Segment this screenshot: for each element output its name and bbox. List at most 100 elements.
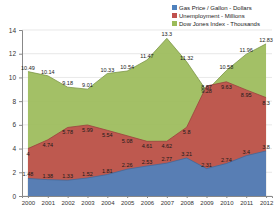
tick-mark — [28, 196, 29, 198]
grid — [22, 30, 272, 196]
tick: 2007 — [161, 196, 175, 206]
tick: 2005 — [121, 196, 135, 206]
tick: 2003 — [81, 196, 95, 206]
data-label: 5.08 — [122, 138, 133, 144]
legend-item: Unemployment - Millions — [172, 13, 245, 19]
area-edge — [28, 151, 266, 180]
tick-mark — [19, 196, 22, 197]
data-label: 9.01 — [82, 82, 93, 88]
tick-label: 2000 — [22, 200, 36, 206]
x-axis: 2000200120022003200420052006200720082009… — [22, 196, 274, 206]
data-label: 12.83 — [259, 37, 273, 43]
tick-mark — [226, 196, 227, 198]
tick-label: 2012 — [260, 200, 274, 206]
data-label: 10.54 — [120, 64, 134, 70]
tick-label: 2005 — [121, 200, 135, 206]
data-label: 13.3 — [161, 31, 172, 37]
tick-label: 0 — [12, 193, 16, 200]
tick: 10 — [9, 74, 22, 81]
tick-label: 10 — [9, 74, 17, 81]
tick-label: 2007 — [161, 200, 175, 206]
data-label: 11.32 — [180, 55, 193, 61]
data-label: 3.21 — [181, 151, 192, 157]
data-label: 8.95 — [241, 92, 252, 98]
tick-mark — [246, 196, 247, 198]
data-label: 1.52 — [82, 171, 93, 177]
data-label: 5.99 — [82, 127, 93, 133]
data-label: 1.48 — [23, 171, 34, 177]
tick-label: 2010 — [220, 200, 234, 206]
data-label: 1.33 — [62, 173, 73, 179]
data-label: 3.4 — [242, 149, 250, 155]
tick-mark — [207, 196, 208, 198]
data-label: 5.54 — [102, 132, 113, 138]
data-label: 10.14 — [41, 69, 55, 75]
tick-label: 6 — [12, 121, 16, 128]
data-label: 2.26 — [122, 162, 133, 168]
tick-mark — [19, 101, 22, 102]
tick: 2010 — [220, 196, 234, 206]
tick-mark — [127, 196, 128, 198]
legend-label: Gas Price / Gallon - Dollars — [179, 5, 252, 11]
data-label: 11.47 — [140, 53, 153, 59]
tick-label: 4 — [12, 145, 16, 152]
data-label: 2.31 — [201, 162, 212, 168]
data-label: 4.62 — [161, 143, 172, 149]
tick: 2011 — [240, 196, 254, 206]
grid-line — [22, 30, 272, 31]
tick-label: 2008 — [181, 200, 195, 206]
tick: 2004 — [101, 196, 115, 206]
data-label: 4.61 — [142, 143, 153, 149]
tick-mark — [48, 196, 49, 198]
legend-item: Dow Jones Index - Thousands — [172, 21, 260, 27]
data-label: 4.74 — [42, 142, 53, 148]
data-label: 10.58 — [219, 64, 233, 70]
tick-label: 2003 — [81, 200, 95, 206]
data-label: 5.78 — [62, 129, 73, 135]
tick: 6 — [12, 121, 22, 128]
data-label: 5.8 — [183, 129, 191, 135]
tick-label: 2002 — [61, 200, 75, 206]
plot-area — [28, 38, 266, 196]
legend-swatch — [172, 5, 177, 10]
tick: 2006 — [141, 196, 155, 206]
data-label: 2.53 — [142, 159, 153, 165]
data-label: 3.8 — [262, 144, 270, 150]
tick: 2000 — [22, 196, 36, 206]
tick-label: 14 — [9, 27, 17, 34]
data-label: 10.33 — [100, 67, 114, 73]
data-label: 10.49 — [21, 65, 35, 71]
tick-label: 2 — [12, 169, 16, 176]
tick-mark — [266, 196, 267, 198]
data-label: 1.38 — [42, 173, 53, 179]
data-label: 9.18 — [62, 80, 73, 86]
tick: 12 — [9, 50, 22, 57]
legend: Gas Price / Gallon - Dollars Unemployment… — [172, 5, 260, 27]
legend-swatch — [172, 13, 177, 18]
data-label: 11.96 — [240, 47, 253, 53]
tick-label: 12 — [9, 50, 17, 57]
tick-mark — [87, 196, 88, 198]
legend-label: Dow Jones Index - Thousands — [179, 21, 260, 27]
tick-label: 2006 — [141, 200, 155, 206]
tick-mark — [19, 125, 22, 126]
tick-label: 8 — [12, 98, 16, 105]
data-label: 8.87 — [201, 84, 212, 90]
legend-label: Unemployment - Millions — [179, 13, 245, 19]
tick-label: 2011 — [240, 200, 254, 206]
tick: 2008 — [181, 196, 195, 206]
tick: 8 — [12, 98, 22, 105]
tick: 2 — [12, 169, 22, 176]
tick-mark — [19, 149, 22, 150]
area-edge — [28, 38, 266, 91]
tick-label: 2004 — [101, 200, 115, 206]
tick-mark — [68, 196, 69, 198]
data-label: 2.77 — [161, 156, 172, 162]
tick: 2002 — [61, 196, 75, 206]
data-label: 4 — [26, 151, 29, 157]
data-label: 2.74 — [221, 157, 232, 163]
tick: 0 — [12, 193, 22, 200]
tick: 2001 — [42, 196, 56, 206]
chart: 0 2 4 6 8 10 12 14 2000 2001 2002 2003 2004 2005 2006 2… — [0, 0, 280, 211]
tick-mark — [19, 54, 22, 55]
